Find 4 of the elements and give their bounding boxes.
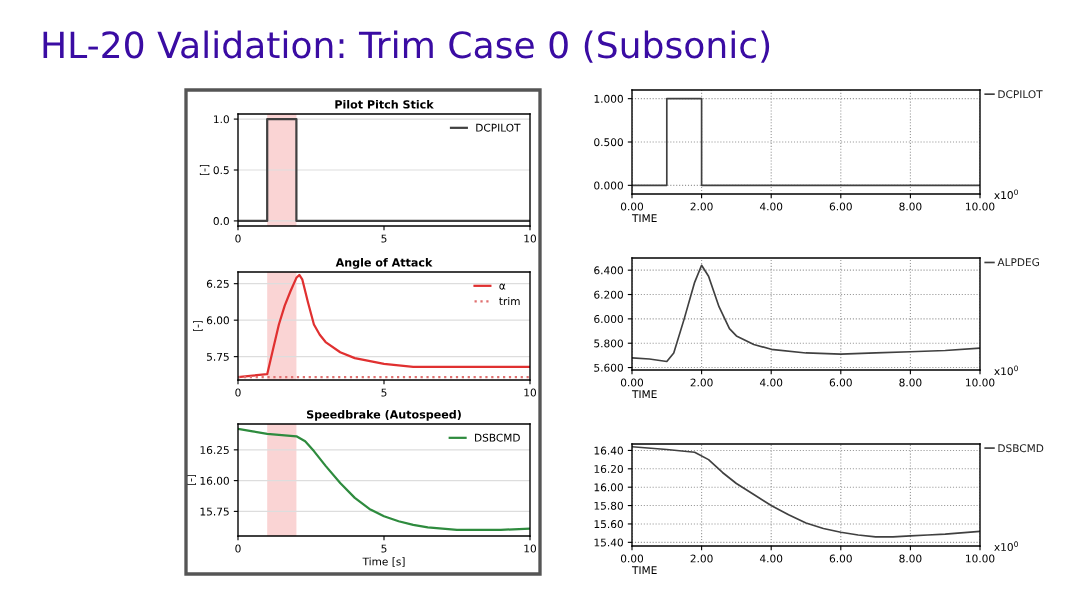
line-series <box>632 264 980 363</box>
text: HL-20 Validation: Trim Case 0 (Subsonic) <box>43 30 770 63</box>
line-series <box>238 273 530 379</box>
line-series <box>238 427 530 531</box>
